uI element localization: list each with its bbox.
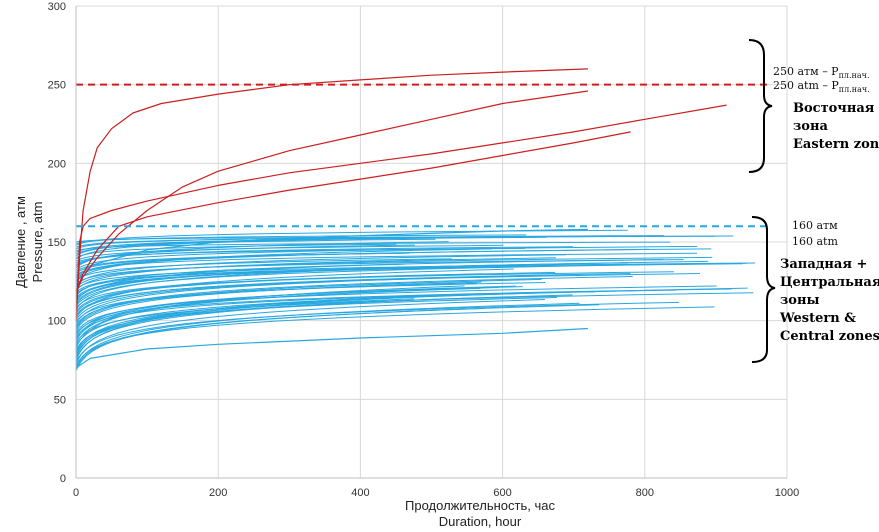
western-series-line	[75, 285, 717, 333]
western-series-highest	[75, 228, 588, 282]
western-zone-label-ru-3: зоны	[780, 293, 820, 308]
y-tick-label: 100	[48, 316, 66, 328]
western-series-line	[75, 244, 415, 267]
y-tick-label: 300	[48, 1, 66, 13]
western-series-line	[75, 281, 482, 332]
eastern-series-E1	[75, 68, 588, 321]
western-series-line	[75, 308, 485, 370]
western-series-line	[75, 252, 404, 273]
x-axis-title-en: Duration, hour	[439, 514, 522, 529]
western-series-line	[75, 244, 504, 262]
x-tick-label: 600	[493, 487, 511, 499]
western-zone-label-en-2: Central zones	[780, 329, 879, 344]
x-tick-label: 200	[209, 487, 227, 499]
western-series-line	[75, 282, 546, 323]
western-zone-label-en-1: Western &	[779, 311, 856, 326]
ref-250-label-en: 250 atm – Pпл.нач.	[773, 79, 870, 94]
y-tick-label: 200	[48, 158, 66, 170]
western-series-line	[75, 243, 397, 259]
ref-160-label-ru: 160 атм	[792, 219, 838, 232]
y-tick-label: 250	[48, 80, 66, 92]
western-series-lowest	[75, 327, 588, 369]
western-series-line	[75, 265, 539, 299]
y-axis-title-en: Pressure, atm	[30, 202, 45, 283]
western-series-line	[75, 259, 684, 285]
western-zone-label-ru-1: Западная +	[780, 257, 867, 272]
eastern-zone-label-ru-1: Восточная	[793, 101, 875, 116]
eastern-series-group	[75, 68, 727, 321]
western-series-line	[75, 262, 756, 290]
ref-160-label-en: 160 atm	[792, 235, 838, 248]
reference-lines	[76, 83, 768, 228]
western-zone-label-ru-2: Центральная	[780, 275, 879, 290]
western-series-line	[75, 238, 436, 255]
eastern-series-E2	[75, 90, 588, 293]
western-series-line	[75, 241, 671, 252]
y-tick-label: 0	[60, 473, 66, 485]
x-tick-label: 400	[351, 487, 369, 499]
eastern-series-E3	[75, 104, 727, 321]
western-series-line	[75, 291, 596, 347]
eastern-zone-label-ru-2: зона	[793, 119, 828, 134]
ref-250-label-ru: 250 атм – Pпл.нач.	[773, 65, 869, 80]
western-series-line	[75, 287, 481, 342]
x-tick-label: 1000	[775, 487, 799, 499]
western-series-group	[75, 228, 756, 372]
western-series-line	[75, 247, 525, 264]
eastern-series-E4	[75, 131, 631, 293]
western-series-line	[75, 273, 482, 313]
y-tick-label: 50	[54, 394, 66, 406]
western-series-line	[75, 292, 754, 344]
y-tick-label: 150	[48, 237, 66, 249]
axes	[75, 6, 787, 479]
western-series-line	[75, 265, 527, 293]
eastern-zone-label-en: Eastern zone	[793, 137, 879, 152]
western-series-line	[75, 306, 715, 367]
western-series-line	[75, 271, 674, 309]
tick-labels: 0 50 100 150 200 250 300 0 200 400 600 800 1000	[48, 1, 800, 499]
western-series-line	[75, 301, 680, 363]
y-axis-title-ru: Давление , атм	[13, 196, 28, 288]
western-series-line	[75, 235, 716, 243]
western-series-line	[75, 288, 732, 335]
x-tick-label: 800	[636, 487, 654, 499]
western-zone-brace	[751, 216, 776, 363]
western-series-line	[75, 297, 558, 351]
eastern-zone-brace	[748, 39, 773, 173]
x-axis-title-ru: Продолжительность, час	[405, 498, 555, 513]
x-tick-label: 0	[73, 487, 79, 499]
western-series-line	[75, 273, 701, 316]
